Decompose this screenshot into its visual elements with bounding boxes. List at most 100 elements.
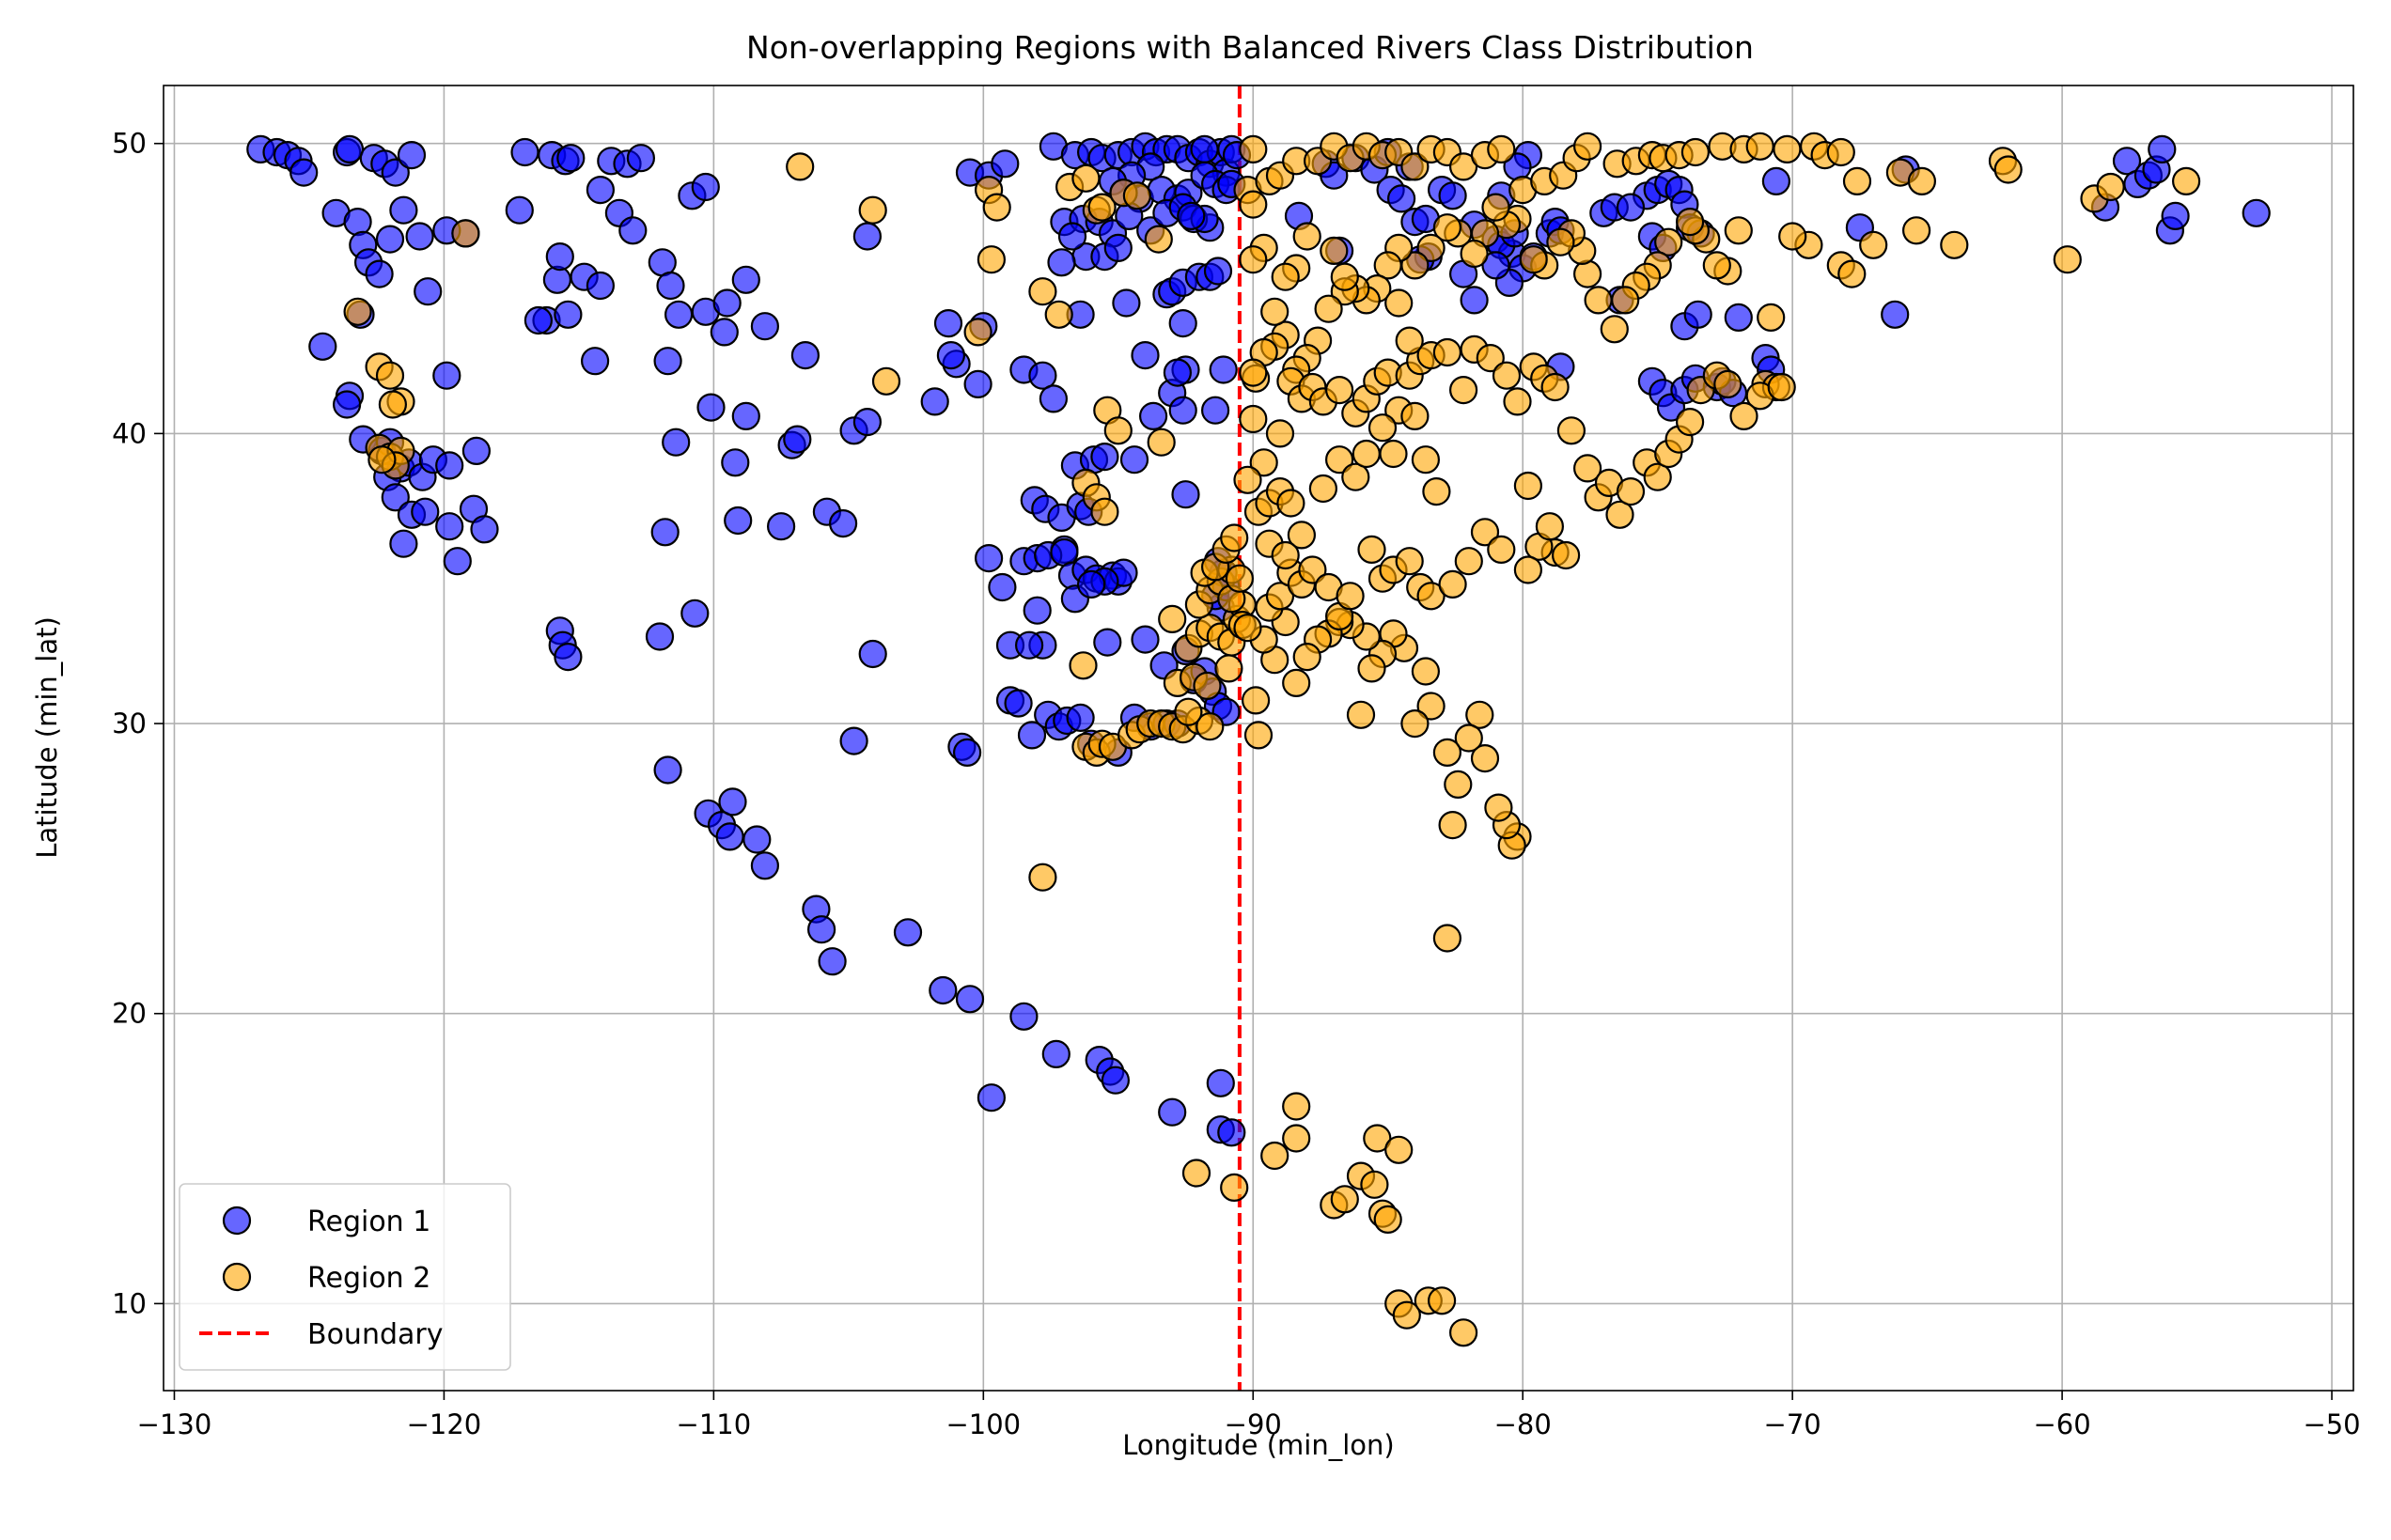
scatter-point — [289, 158, 319, 187]
y-axis: 10 20 30 40 50 — [112, 128, 164, 1319]
scatter-point — [1217, 1118, 1246, 1147]
scatter-point — [1540, 372, 1570, 402]
scatter-point — [1282, 1092, 1311, 1121]
scatter-point — [1513, 555, 1543, 584]
scatter-point — [1767, 372, 1796, 402]
scatter-point — [1265, 582, 1295, 611]
scatter-point — [1028, 361, 1057, 390]
scatter-point — [1438, 569, 1467, 599]
scatter-point — [1454, 723, 1483, 753]
scatter-point — [1047, 248, 1076, 277]
scatter-point — [1122, 181, 1152, 210]
scatter-point — [1395, 326, 1424, 355]
scatter-point — [505, 195, 534, 225]
scatter-point — [343, 208, 372, 237]
scatter-point — [991, 149, 1020, 179]
scatter-point — [712, 288, 742, 318]
scatter-point — [1605, 500, 1634, 529]
chart-title: Non-overlapping Regions with Balanced Ri… — [746, 29, 1754, 66]
scatter-point — [656, 271, 685, 301]
scatter-point — [2112, 147, 2142, 176]
x-tick-label: −120 — [407, 1408, 482, 1440]
scatter-point — [1724, 216, 1753, 245]
scatter-point — [1675, 208, 1705, 237]
scatter-point — [858, 639, 887, 669]
scatter-point — [389, 195, 418, 225]
scatter-point — [680, 599, 710, 628]
scatter-point — [1225, 564, 1255, 593]
scatter-point — [586, 176, 616, 205]
scatter-point — [1233, 614, 1262, 643]
scatter-point — [1416, 233, 1446, 262]
scatter-point — [1282, 1124, 1311, 1153]
scatter-point — [936, 341, 966, 370]
scatter-point — [414, 277, 443, 306]
scatter-point — [1993, 155, 2023, 184]
scatter-point — [1168, 396, 1197, 425]
scatter-point — [1702, 251, 1731, 280]
scatter-point — [389, 529, 418, 558]
scatter-point — [977, 1083, 1007, 1112]
x-tick-label: −90 — [1225, 1408, 1282, 1440]
scatter-point — [1023, 596, 1052, 625]
scatter-point — [1112, 288, 1141, 318]
scatter-point — [1448, 152, 1478, 181]
scatter-point — [2242, 198, 2271, 227]
scatter-point — [333, 390, 362, 419]
scatter-point — [1044, 300, 1073, 329]
scatter-point — [1448, 1318, 1478, 1347]
scatter-point — [1432, 213, 1462, 242]
scatter-point — [1214, 654, 1243, 683]
series-layer — [246, 132, 2271, 1347]
scatter-point — [1239, 404, 1268, 434]
scatter-point — [871, 366, 901, 396]
scatter-point — [1654, 227, 1683, 257]
scatter-point — [1209, 355, 1238, 384]
scatter-point — [1683, 300, 1712, 329]
x-tick-label: −70 — [1764, 1408, 1821, 1440]
scatter-point — [1239, 190, 1268, 219]
scatter-point — [1572, 259, 1602, 288]
scatter-point — [1773, 134, 1802, 163]
scatter-point — [750, 312, 780, 341]
y-tick-label: 40 — [112, 417, 147, 449]
scatter-point — [1243, 721, 1274, 750]
scatter-point — [1028, 277, 1057, 306]
scatter-point — [1200, 396, 1230, 425]
scatter-point — [1158, 1097, 1187, 1127]
scatter-point — [451, 219, 480, 248]
scatter-point — [806, 915, 836, 944]
scatter-point — [1158, 604, 1187, 634]
scatter-point — [1460, 286, 1489, 315]
scatter-point — [1014, 630, 1044, 660]
scatter-point — [1611, 286, 1640, 315]
scatter-point — [1131, 625, 1160, 654]
scatter-point — [818, 947, 847, 976]
scatter-point — [580, 347, 610, 376]
scatter-point — [715, 822, 744, 851]
scatter-point — [1546, 227, 1575, 257]
scatter-point — [1190, 134, 1219, 163]
scatter-point — [1600, 315, 1629, 344]
legend-box — [179, 1183, 511, 1371]
scatter-point — [1119, 445, 1149, 474]
scatter-point — [1298, 555, 1327, 584]
x-tick-label: −50 — [2303, 1408, 2360, 1440]
scatter-point — [1017, 721, 1047, 750]
scatter-point — [783, 425, 812, 454]
scatter-point — [1239, 358, 1268, 387]
scatter-point — [1260, 1141, 1289, 1171]
scatter-point — [405, 222, 434, 251]
scatter-point — [461, 436, 491, 465]
scatter-point — [963, 369, 992, 398]
scatter-point — [1438, 181, 1467, 210]
scatter-point — [1282, 668, 1311, 698]
scatter-point — [1308, 474, 1338, 504]
scatter-point — [920, 387, 949, 416]
scatter-point — [1392, 1300, 1421, 1330]
scatter-point — [1260, 297, 1289, 326]
legend-label-boundary: Boundary — [307, 1318, 443, 1351]
scatter-point — [1572, 132, 1602, 161]
scatter-point — [1292, 222, 1321, 251]
scatter-point — [1220, 1173, 1249, 1203]
